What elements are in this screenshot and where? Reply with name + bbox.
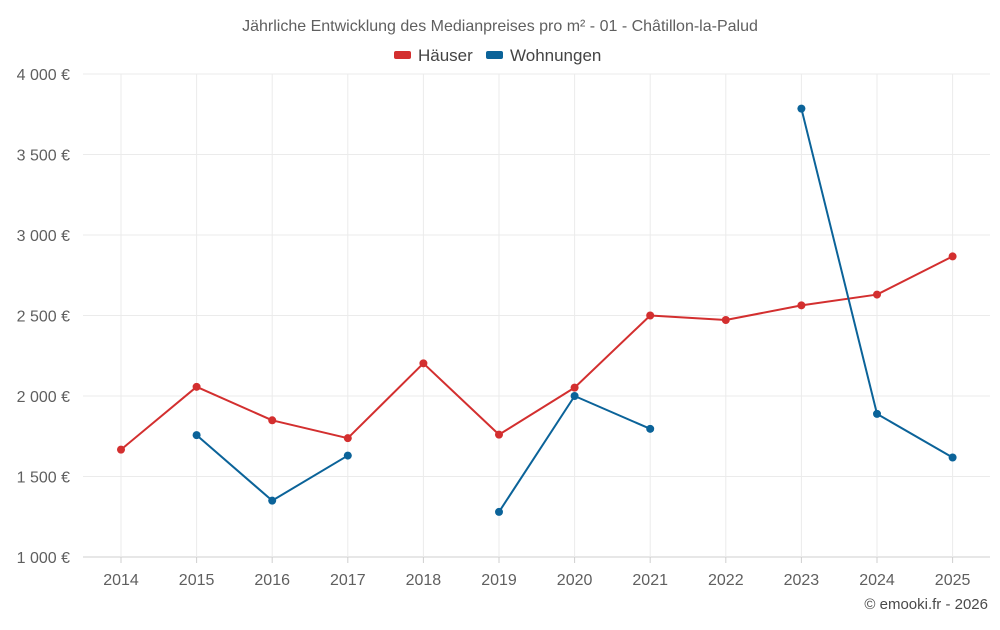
data-point-hauser-2025[interactable] (948, 252, 957, 261)
y-tick-label: 1 500 € (17, 470, 70, 487)
x-tick-label: 2024 (859, 572, 895, 589)
data-point-wohnungen-2016[interactable] (268, 496, 277, 505)
data-point-wohnungen-2017[interactable] (343, 451, 352, 460)
credit-text: © emooki.fr - 2026 (864, 596, 988, 613)
data-point-hauser-2019[interactable] (495, 430, 503, 439)
legend-swatch-hauser (394, 51, 411, 59)
series-layer (117, 104, 957, 516)
data-point-wohnungen-2015[interactable] (192, 431, 201, 440)
series-wohnungen (192, 104, 957, 516)
data-point-hauser-2017[interactable] (343, 434, 352, 443)
y-tick-label: 3 000 € (17, 228, 70, 245)
data-point-wohnungen-2020[interactable] (570, 392, 579, 400)
data-point-wohnungen-2023[interactable] (797, 104, 806, 113)
series-hauser (117, 252, 957, 454)
data-point-wohnungen-2024[interactable] (873, 409, 881, 418)
x-tick-label: 2022 (708, 572, 744, 589)
data-point-wohnungen-2021[interactable] (646, 424, 655, 433)
legend-swatch-wohnungen (486, 51, 503, 59)
x-tick-label: 2015 (179, 572, 215, 589)
x-tick-label: 2016 (254, 572, 290, 589)
y-axis: 1 000 € 1 500 € 2 000 € 2 500 € 3 000 € 3 500… (17, 67, 70, 567)
x-tick-label: 2023 (784, 572, 820, 589)
data-point-hauser-2016[interactable] (268, 416, 277, 425)
data-point-hauser-2020[interactable] (570, 383, 579, 392)
y-tick-label: 4 000 € (17, 67, 70, 84)
data-point-hauser-2021[interactable] (646, 311, 655, 320)
legend-label-wohnungen[interactable]: Wohnungen (510, 46, 601, 65)
y-tick-label: 2 500 € (17, 309, 70, 326)
data-point-wohnungen-2025[interactable] (948, 453, 957, 462)
x-tick-label: 2019 (481, 572, 517, 589)
data-point-hauser-2015[interactable] (192, 382, 201, 391)
data-point-hauser-2023[interactable] (797, 301, 806, 310)
legend-label-hauser[interactable]: Häuser (418, 46, 473, 65)
data-point-hauser-2024[interactable] (873, 290, 881, 299)
x-tick-label: 2020 (557, 572, 593, 589)
y-tick-label: 2 000 € (17, 389, 70, 406)
y-tick-label: 3 500 € (17, 148, 70, 165)
y-tick-label: 1 000 € (17, 550, 70, 567)
x-tick-label: 2018 (406, 572, 442, 589)
legend: Häuser Wohnungen (394, 46, 601, 65)
chart-title: Jährliche Entwicklung des Medianpreises … (242, 18, 758, 35)
x-tick-label: 2017 (330, 572, 366, 589)
grid (83, 73, 990, 558)
x-tick-label: 2014 (103, 572, 139, 589)
series-line-hauser (120, 255, 954, 451)
data-point-hauser-2014[interactable] (117, 445, 125, 454)
data-point-wohnungen-2019[interactable] (495, 507, 503, 516)
x-axis: 2014 2015 2016 2017 2018 2019 2020 2021 2022 2023… (103, 557, 970, 589)
data-point-hauser-2018[interactable] (419, 359, 428, 368)
data-point-hauser-2022[interactable] (721, 316, 730, 325)
x-tick-label: 2021 (632, 572, 668, 589)
x-tick-label: 2025 (935, 572, 971, 589)
